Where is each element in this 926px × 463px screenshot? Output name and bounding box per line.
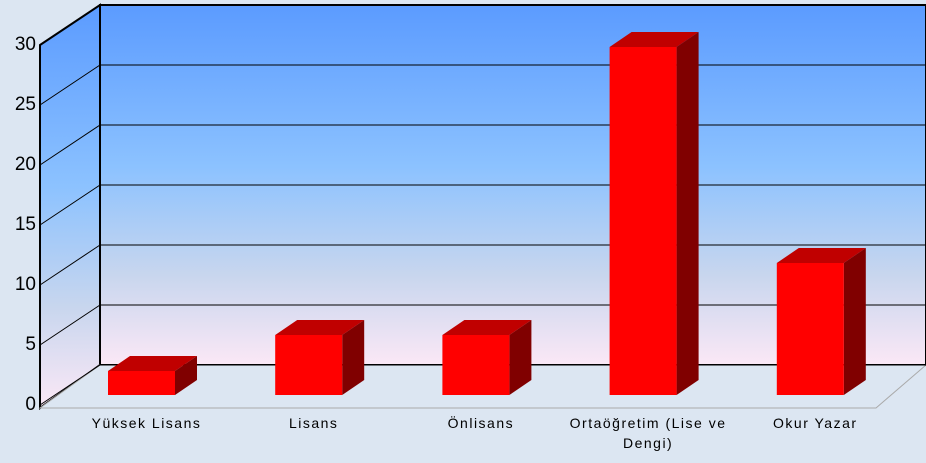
grid-line	[39, 364, 101, 406]
y-tick-label: 5	[25, 334, 36, 355]
x-tick-label: Önlisans	[447, 415, 515, 431]
y-tick-label: 30	[15, 34, 36, 55]
x-tick-label: Yüksek Lisans	[91, 415, 202, 431]
bar-top	[609, 32, 699, 47]
bar	[442, 335, 510, 395]
bar-side	[342, 320, 365, 395]
bar-side	[175, 356, 197, 395]
bar	[609, 47, 677, 395]
bar-side	[509, 320, 532, 395]
y-tick-label: 0	[25, 394, 36, 415]
grid-line	[39, 304, 101, 346]
y-tick-label: 20	[15, 154, 36, 175]
y-tick-label: 15	[15, 214, 36, 235]
y-tick-label: 10	[15, 274, 36, 295]
bar-top	[275, 320, 365, 335]
grid-line	[39, 64, 101, 106]
bar-top	[442, 320, 532, 335]
bar-side	[676, 32, 699, 395]
grid-line	[39, 184, 101, 226]
bar-top	[108, 356, 197, 371]
grid-line	[39, 4, 101, 46]
bar	[275, 335, 343, 395]
bar-top	[776, 248, 866, 263]
x-tick-label: Okur Yazar	[773, 415, 858, 431]
x-tick-label: Lisans	[288, 415, 339, 431]
x-tick-label: Ortaöğretim (Lise ve Dengi)	[569, 415, 727, 451]
grid-line	[39, 124, 101, 166]
y-tick-label: 25	[15, 94, 36, 115]
bar	[108, 371, 175, 395]
grid-line	[39, 244, 101, 286]
side-wall	[39, 3, 101, 410]
bar	[776, 263, 844, 395]
bar-side	[843, 248, 866, 395]
